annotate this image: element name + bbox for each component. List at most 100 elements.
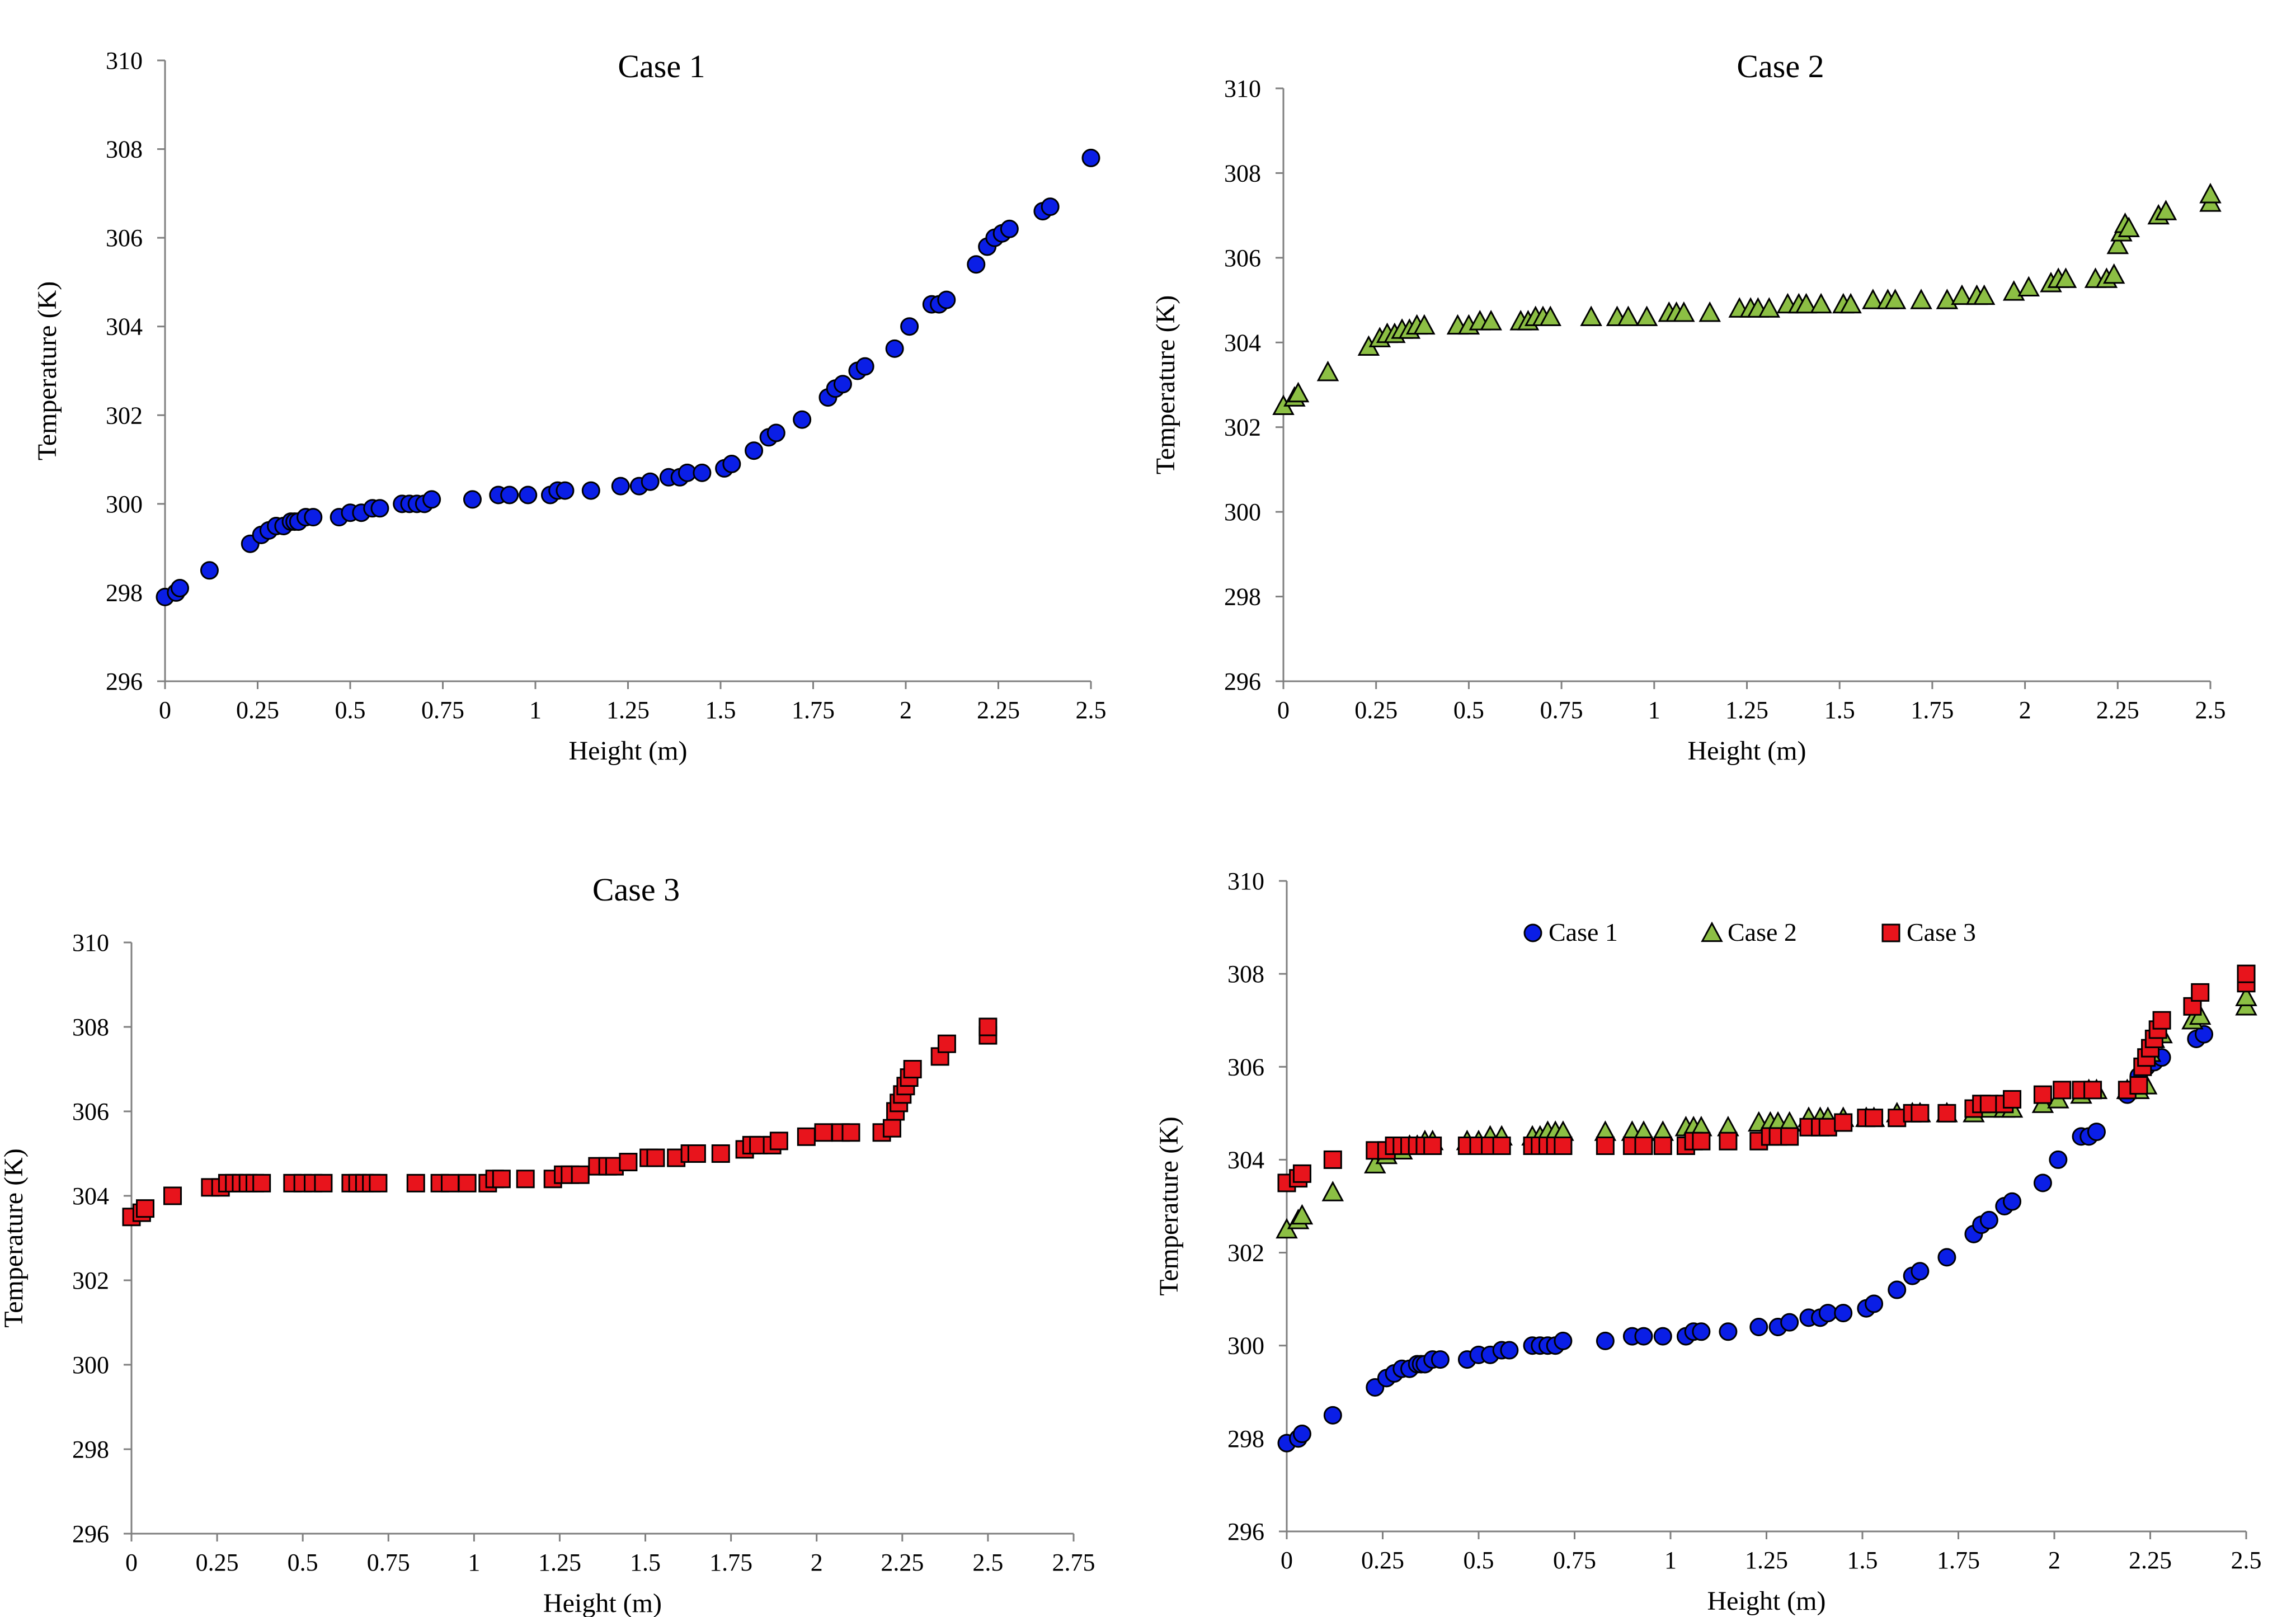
data-point: [711, 1144, 730, 1163]
data-point: [903, 1060, 922, 1078]
data-point: [1839, 293, 1862, 314]
y-tick-label: 304: [106, 313, 143, 341]
data-point: [1480, 310, 1502, 331]
data-point: [769, 1132, 788, 1151]
data-point: [440, 1173, 459, 1192]
x-tick-label: 1: [1664, 1547, 1677, 1574]
chart-title: Case 1: [618, 48, 705, 84]
x-tick-label: 1.5: [630, 1549, 661, 1576]
data-point: [1758, 297, 1781, 318]
series-case3: [122, 1017, 998, 1227]
data-point: [1865, 1294, 1884, 1313]
data-point: [833, 375, 852, 394]
data-point: [641, 472, 660, 491]
data-point: [458, 1173, 477, 1192]
panel-combined: 296 298 300 302 304 306 308 310 0 0.25 0.5 0.75 1 1.2…: [1154, 868, 2262, 1616]
x-tick-label: 2.25: [977, 696, 1020, 724]
data-point: [937, 1034, 956, 1053]
data-point: [492, 1170, 511, 1189]
data-point: [406, 1173, 425, 1192]
y-tick-label: 298: [106, 579, 143, 606]
data-point: [1911, 1262, 1930, 1281]
data-point: [1795, 293, 1818, 314]
data-point: [2191, 983, 2210, 1002]
data-point: [1865, 1109, 1884, 1128]
x-tick-label: 1.75: [792, 696, 835, 724]
data-point: [1539, 305, 1561, 327]
y-tick-label: 300: [1227, 1332, 1264, 1360]
x-tick-label: 0.5: [288, 1549, 318, 1576]
data-point: [978, 1017, 998, 1036]
data-point: [1937, 1104, 1956, 1123]
data-point: [2003, 1090, 2022, 1109]
data-point: [519, 485, 538, 505]
data-point: [1316, 360, 1339, 381]
data-point: [1653, 1327, 1672, 1346]
legend-label: Case 2: [1728, 918, 1797, 946]
data-point: [1413, 314, 1436, 335]
x-tick-label: 0: [125, 1549, 138, 1576]
y-axis-label: Temperature (K): [32, 281, 62, 460]
data-point: [170, 579, 189, 597]
x-tick-label: 1.75: [1937, 1547, 1980, 1574]
x-tick-label: 1.5: [1824, 696, 1855, 724]
data-point: [722, 455, 741, 473]
data-point: [2154, 200, 2177, 220]
data-point: [2002, 280, 2025, 301]
data-point: [1862, 289, 1884, 309]
data-point: [882, 1119, 901, 1138]
x-tick-label: 1.75: [709, 1549, 752, 1576]
data-point: [1500, 1341, 1519, 1360]
data-point: [2087, 1123, 2106, 1142]
y-axis-label: Temperature (K): [0, 1148, 29, 1327]
data-point: [2129, 1076, 2148, 1095]
data-point: [2199, 182, 2222, 204]
panel-case1: 296 298 300 302 304 306 308 310 0 0.25 0.5 0.75 1 1.2…: [32, 47, 1107, 766]
y-tick-label: 304: [1224, 329, 1261, 356]
x-tick-label: 2: [2019, 696, 2031, 724]
data-point: [369, 1173, 388, 1192]
x-tick-label: 2: [900, 696, 912, 724]
data-point: [2102, 263, 2125, 284]
x-tick-label: 0: [1281, 1547, 1293, 1574]
y-tick-label: 300: [72, 1351, 109, 1379]
x-tick-label: 0.75: [1553, 1547, 1596, 1574]
data-point: [571, 1165, 590, 1184]
data-point: [1423, 1137, 1442, 1156]
x-tick-label: 0.25: [1354, 696, 1398, 724]
data-point: [1979, 1095, 1998, 1114]
data-point: [163, 1186, 182, 1205]
x-tick-label: 0: [1277, 696, 1290, 724]
series-case1: [1277, 974, 2256, 1453]
legend-label: Case 3: [1907, 918, 1976, 946]
y-axis-label: Temperature (K): [1154, 1116, 1184, 1295]
x-tick-label: 1.25: [1745, 1547, 1788, 1574]
data-point: [1910, 289, 1932, 309]
data-point: [1323, 1406, 1342, 1425]
x-tick-label: 1: [468, 1549, 480, 1576]
data-point: [1673, 301, 1695, 322]
data-point: [619, 1153, 638, 1172]
y-tick-label: 302: [72, 1267, 109, 1294]
data-point: [1000, 219, 1019, 238]
data-point: [1041, 197, 1060, 216]
y-tick-label: 302: [106, 402, 143, 429]
data-point: [1818, 1118, 1837, 1137]
legend-label: Case 1: [1549, 918, 1618, 946]
legend-item-case1: Case 1: [1523, 918, 1618, 946]
series-case3: [1277, 964, 2256, 1192]
x-tick-label: 1: [1648, 696, 1660, 724]
data-point: [2054, 267, 2077, 288]
y-tick-label: 296: [72, 1520, 109, 1548]
legend-item-case2: Case 2: [1701, 918, 1797, 946]
data-point: [793, 410, 812, 429]
data-point: [2053, 1081, 2072, 1100]
y-tick-label: 302: [1227, 1239, 1264, 1267]
data-point: [2195, 1025, 2214, 1044]
data-point: [1492, 1137, 1511, 1156]
data-point: [1699, 301, 1721, 322]
x-tick-label: 1.25: [606, 696, 650, 724]
y-axis-label: Temperature (K): [1151, 295, 1180, 474]
data-point: [611, 477, 630, 496]
chart-title: Case 3: [592, 871, 680, 908]
